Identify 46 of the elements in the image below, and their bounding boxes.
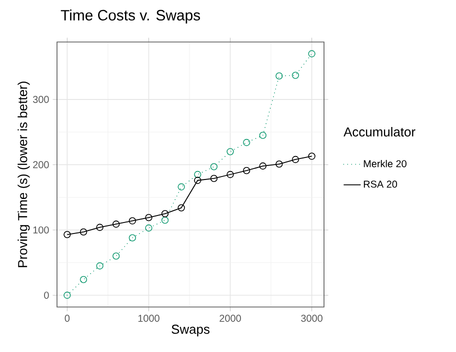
x-axis-title: Swaps (172, 324, 210, 336)
y-tick-label: 300 (32, 96, 49, 103)
y-tick-label: 0 (44, 292, 49, 299)
legend-label: RSA 20 (364, 180, 398, 188)
point (80, 228, 88, 236)
x-tick-label: 2000 (220, 314, 241, 322)
point (96, 262, 104, 270)
x-tick-label: 3000 (301, 314, 322, 322)
point (210, 163, 218, 170)
point (161, 210, 169, 218)
point (308, 152, 316, 160)
point (292, 156, 300, 164)
point (259, 162, 266, 170)
y-tick-label: 200 (33, 161, 49, 168)
point (308, 50, 316, 58)
point (226, 148, 234, 156)
point (64, 292, 71, 299)
y-axis-title: Proving Time (s) (lower is better) (18, 82, 30, 268)
point (64, 230, 71, 238)
point (276, 72, 283, 80)
legend-title: Accumulator (344, 127, 416, 137)
point (178, 204, 185, 212)
point (276, 160, 283, 168)
point (194, 176, 202, 184)
point (178, 183, 185, 190)
chart-title: Time Costs v. Swaps (60, 10, 200, 24)
point (194, 170, 202, 178)
point (80, 276, 88, 284)
x-tick-label: 0 (64, 314, 70, 322)
point (145, 214, 152, 222)
point (112, 252, 120, 260)
point (226, 170, 234, 178)
point (242, 138, 250, 146)
point (96, 224, 104, 231)
point (145, 224, 152, 232)
point (259, 132, 266, 139)
point (128, 217, 136, 224)
y-tick-label: 100 (33, 226, 49, 234)
point (128, 234, 136, 242)
point (242, 166, 250, 174)
point (292, 72, 300, 79)
legend-label: Merkle 20 (364, 160, 406, 168)
point (161, 216, 169, 224)
point (210, 174, 218, 182)
x-tick-label: 1000 (138, 314, 160, 322)
point (112, 220, 120, 228)
